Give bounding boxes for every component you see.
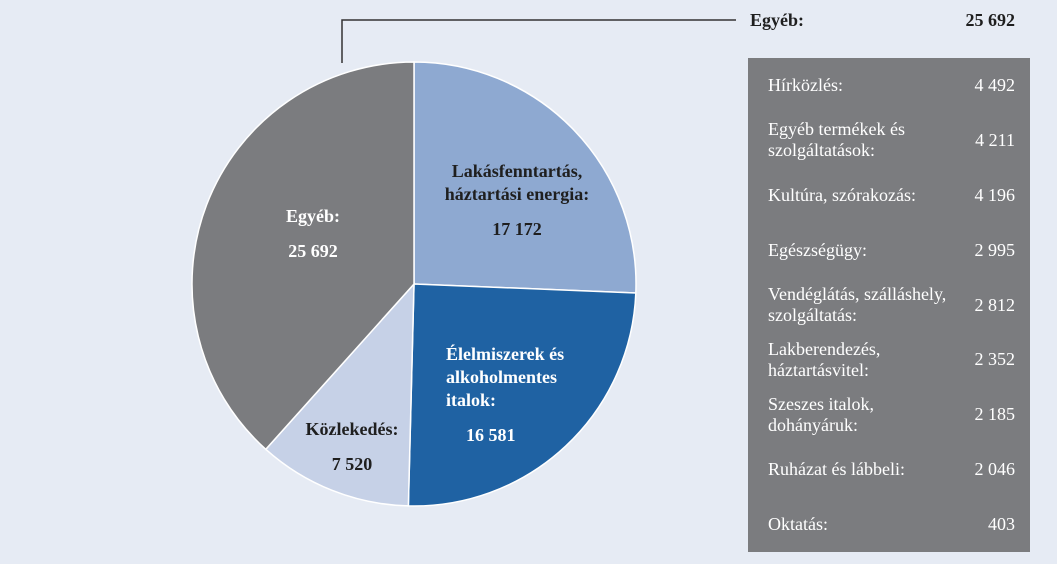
breakdown-row: Egészségügy: 2 995: [748, 223, 1030, 278]
slice-name: Élelmiszerek és alkoholmentes italok:: [446, 344, 565, 410]
breakdown-table: Hírközlés: 4 492 Egyéb termékek és szolgál…: [748, 58, 1030, 552]
slice-name: Közlekedés:: [305, 419, 399, 439]
breakdown-name: Szeszes italok, dohányáruk:: [768, 393, 874, 435]
breakdown-row: Kultúra, szórakozás: 4 196: [748, 168, 1030, 223]
breakdown-name: Hírközlés:: [768, 74, 843, 95]
pie-slice: [407, 283, 637, 507]
slice-label: Lakásfenntartás, háztartási energia: 17 1…: [417, 160, 617, 241]
pie-slice: [264, 281, 415, 507]
slice-name: Lakásfenntartás, háztartási energia:: [444, 161, 590, 204]
breakdown-total: 25 692: [965, 10, 1016, 30]
slice-value: 25 692: [288, 241, 338, 261]
slice-value: 7 520: [331, 454, 373, 474]
breakdown-value: 4 196: [974, 184, 1016, 205]
breakdown-name: Egyéb termékek és szolgáltatások:: [768, 119, 905, 161]
breakdown-value: 2 046: [974, 459, 1016, 480]
breakdown-name: Vendéglátás, szálláshely, szolgáltatás:: [768, 284, 947, 325]
breakdown-row: Ruházat és lábbeli: 2 046: [748, 442, 1030, 497]
breakdown-title: Egyéb:: [750, 10, 804, 30]
breakdown-row: Lakberendezés, háztartásvitel: 2 352: [748, 332, 1030, 387]
breakdown-row: Oktatás: 403: [748, 497, 1030, 552]
breakdown-name: Kultúra, szórakozás:: [768, 184, 916, 205]
breakdown-name: Ruházat és lábbeli:: [768, 459, 905, 480]
pie-slice: [191, 61, 415, 451]
breakdown-name: Oktatás:: [768, 514, 828, 535]
breakdown-value: 403: [988, 514, 1015, 535]
slice-name: Egyéb:: [286, 206, 340, 226]
slice-value: 17 172: [492, 219, 542, 239]
slice-label: Élelmiszerek és alkoholmentes italok: 16 …: [446, 343, 606, 447]
breakdown-row: Egyéb termékek és szolgáltatások: 4 211: [748, 113, 1030, 168]
breakdown-row: Hírközlés: 4 492: [748, 58, 1030, 113]
breakdown-value: 4 492: [974, 74, 1016, 95]
slice-value: 16 581: [466, 425, 516, 445]
breakdown-row: Vendéglátás, szálláshely, szolgáltatás: 2…: [748, 278, 1030, 333]
breakdown-name: Egészségügy:: [768, 239, 867, 260]
slice-label: Közlekedés: 7 520: [282, 418, 422, 476]
breakdown-value: 2 352: [974, 349, 1016, 370]
pie-slice: [413, 61, 637, 294]
breakdown-value: 2 995: [974, 239, 1016, 260]
breakdown-value: 4 211: [975, 129, 1015, 150]
breakdown-value: 2 185: [974, 404, 1016, 425]
breakdown-value: 2 812: [974, 294, 1016, 315]
breakdown-name: Lakberendezés, háztartásvitel:: [768, 338, 881, 380]
slice-label: Egyéb: 25 692: [243, 205, 383, 263]
connector-line: [341, 19, 736, 63]
breakdown-row: Szeszes italok, dohányáruk: 2 185: [748, 387, 1030, 442]
